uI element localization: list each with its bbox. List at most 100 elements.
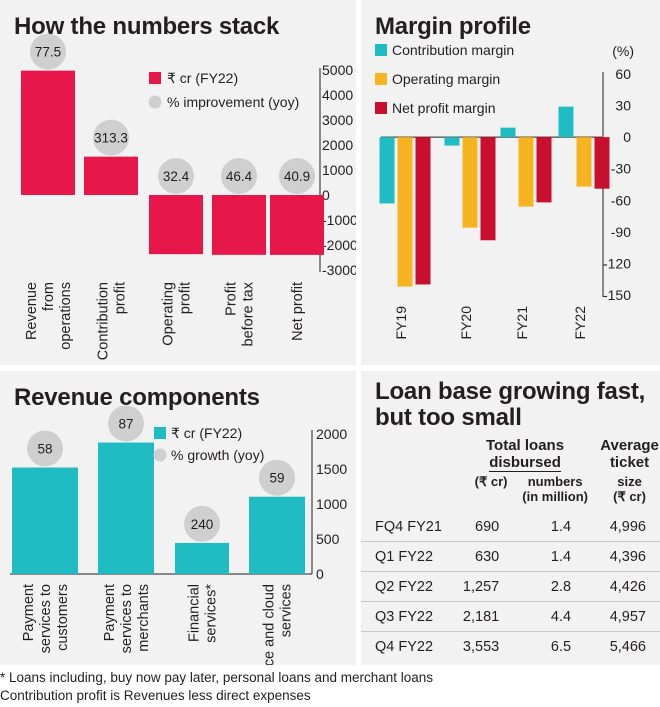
subheader-numbers: numbers (in million) [521,471,589,504]
y-tick-label: -150 [603,287,631,303]
table-title-line1: Loan base growing fast, [375,378,646,405]
bar [397,137,413,287]
x-tick-label: Payment [102,584,118,641]
x-tick-label: FY19 [393,306,409,340]
table-title-line2: but too small [375,404,522,431]
header-avg-line2: ticket [609,454,650,471]
x-tick-label: Payment [21,584,37,641]
subheader-amount-text: (₹ cr) [474,474,508,489]
legend-label: Net profit margin [392,100,495,116]
row-average: 4,957 [589,601,660,632]
chart-title: How the numbers stack [14,13,280,40]
bubble-label: 59 [269,471,284,486]
row-quarter: Q4 FY22 [361,631,461,661]
growth-bubble [259,459,295,496]
row-amount: 2,181 [461,601,522,632]
x-tick-label: Operating [161,282,177,346]
header-total-loans: Total loans disbursed [461,437,589,472]
bar [594,137,610,189]
bar [536,137,552,203]
table-title: Loan base growing fast, but too small [375,379,645,431]
x-tick-label: Contribution [96,282,112,360]
bubble-label: 40.9 [284,169,310,184]
legend-swatch [148,95,162,109]
x-tick-label: from [41,282,57,311]
y-tick-label: -120 [603,255,631,271]
bubble-label: 46.4 [226,169,253,184]
legend-swatch [153,448,167,462]
x-tick-label: profit [178,282,194,314]
bubble-label: 77.5 [35,45,61,60]
x-tick-label: Net profit [290,282,306,341]
header-avg-line1: Average [600,437,659,454]
row-numbers: 1.4 [521,541,590,572]
row-average: 4,996 [609,518,646,535]
y-tick-label: -2000 [322,237,356,253]
legend-label: % improvement (yoy) [167,94,299,110]
x-tick-label: FY21 [514,306,530,340]
y-tick-label: 5000 [322,62,353,78]
bubble-label: 240 [191,517,214,532]
row-average: 5,466 [589,631,660,661]
bar-chart-margin-profile: (%) 60 30 0 -30 -60 -90 -120 -150 Contribution ma… [375,42,634,340]
bar [98,442,154,574]
bar [444,137,460,146]
bar [249,496,305,574]
table-row: Q2 FY22 1,257 2.8 4,426 [361,571,660,602]
legend-swatch [375,102,387,114]
y-tick-label: 1000 [322,162,353,178]
table-row: Q4 FY22 3,553 6.5 5,466 [361,631,660,661]
footnote-loans: * Loans including, buy now pay later, pe… [0,670,434,685]
x-tick-label: Profit [224,282,240,316]
row-numbers: 6.5 [521,631,590,661]
unit-label: (%) [612,43,634,59]
row-numbers: 2.8 [521,571,590,602]
header-average-ticket: Average ticket [589,437,660,471]
y-tick-label: -30 [611,161,631,177]
x-tick-label: Commerce and cloud [262,584,278,665]
chart-panel-revenue-components: Revenue components 2000 1500 1000 500 0 58 87 2… [0,371,356,665]
x-tick-label: profit [113,282,129,314]
subheader-size-line2: (₹ cr) [613,489,646,504]
bar [558,106,574,138]
y-tick-label: 0 [322,187,330,203]
row-quarter: FQ4 FY21 [375,518,442,535]
y-tick-label: 1000 [316,496,347,512]
improvement-bubble [30,33,66,70]
bar [518,137,534,207]
chart-title: Revenue components [14,384,260,411]
legend-label: ₹ cr (FY22) [171,425,242,441]
header-total-line2: disbursed [489,454,561,472]
bar [175,542,229,574]
y-tick-label: 2000 [322,137,353,153]
bubble-label: 87 [118,417,133,432]
x-tick-label: services to [38,584,54,653]
bar [462,137,478,228]
legend-swatch [375,44,387,56]
footnotes: * Loans including, buy now pay later, pe… [0,669,660,705]
y-tick-label: 500 [316,531,340,547]
improvement-bubble [93,119,129,156]
legend-swatch [149,72,161,84]
table-row: Q1 FY22 630 1.4 4,396 [361,541,660,572]
bar [415,137,431,285]
growth-bubble [184,505,220,542]
y-tick-label: -90 [611,224,631,240]
x-tick-label: services [279,584,295,637]
x-tick-label: before tax [241,281,257,346]
chart-panel-numbers-stack: How the numbers stack 5000 4000 3000 2000 10… [0,0,356,365]
x-tick-label: Revenue [24,282,40,340]
x-tick-label: merchants [136,584,152,652]
chart-panel-margin-profile: Margin profile (%) 60 30 0 -30 -60 -90 -120 -150… [361,0,660,365]
y-tick-label: 2000 [316,426,347,442]
table-row: Q3 FY22 2,181 4.4 4,957 [361,601,660,632]
growth-bubble [27,430,63,467]
y-tick-label: 0 [316,566,324,582]
legend-label: % growth (yoy) [171,447,264,463]
bar-chart-revenue-components: 2000 1500 1000 500 0 58 87 240 59 ₹ cr (FY22) % gr… [10,405,347,665]
y-tick-label: 30 [615,98,631,114]
header-total-line1: Total loans [486,437,565,454]
x-tick-label: services to [119,584,135,653]
bar [576,137,592,187]
legend-label: Operating margin [392,71,500,87]
